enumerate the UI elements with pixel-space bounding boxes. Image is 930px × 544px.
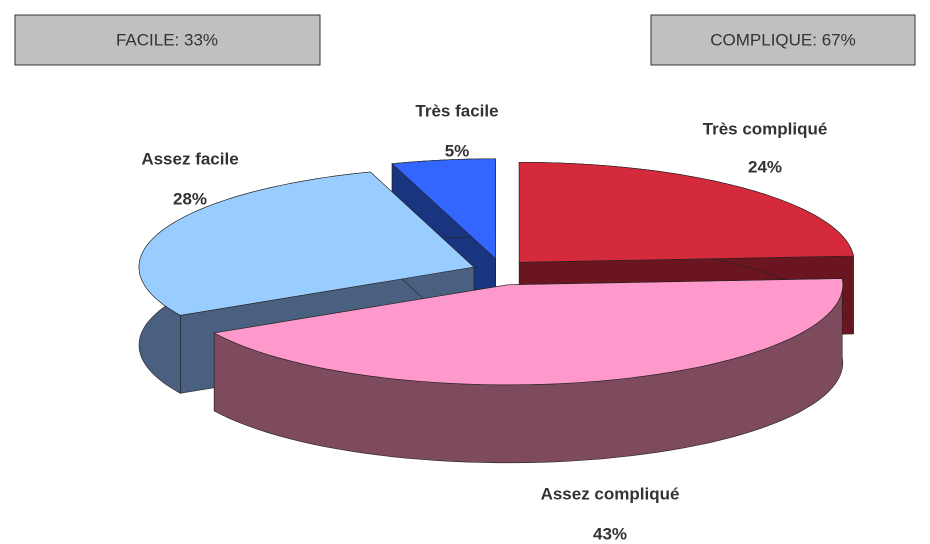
summary-box [14,14,321,66]
slice-value-label: 5% [445,141,470,160]
slice-label: Très facile [415,101,498,120]
slice [213,278,844,386]
slice-label: Assez compliqué [541,484,680,503]
slice-value-label: 28% [173,189,207,208]
slice [391,158,496,260]
slice-label: Très compliqué [703,119,828,138]
slice-value-label: 43% [593,524,627,543]
slice [518,162,854,263]
slice [138,171,475,316]
slice-value-label: 24% [748,157,782,176]
slice-label: Assez facile [141,149,238,168]
summary-label: FACILE: 33% [116,30,218,49]
summary-label: COMPLIQUE: 67% [710,30,856,49]
summary-box [650,14,916,66]
